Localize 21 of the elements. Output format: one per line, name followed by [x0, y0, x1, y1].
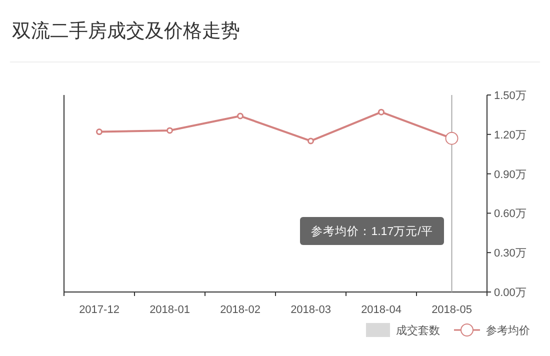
point	[237, 112, 244, 120]
x-tick-label: 2018-03	[290, 304, 331, 316]
legend-label: 参考均价	[486, 324, 530, 337]
x-tick-label: 2017-12	[79, 304, 120, 316]
y-tick-label: 0.30万	[494, 248, 526, 260]
x-tick-label: 2018-01	[150, 304, 190, 316]
y-tick-label: 1.50万	[494, 90, 526, 102]
point	[96, 128, 102, 136]
x-tick-label: 2018-04	[361, 304, 402, 316]
point	[166, 127, 173, 134]
y-tick-label: 0.60万	[494, 208, 526, 220]
x-tick-label: 2018-02	[220, 304, 260, 316]
annotation: 参考均价：1.17万元/平	[311, 225, 433, 238]
x-tick-label: 2018-05	[432, 304, 472, 316]
y-tick-label: 1.20万	[494, 129, 526, 142]
y-tick-label: 0.90万	[494, 168, 526, 181]
legend-label: 成交套数	[396, 324, 440, 337]
chart-title: 双流二手房成交及价格走势	[12, 20, 240, 42]
point	[378, 108, 384, 116]
y-tick-label: 0.00万	[494, 287, 526, 299]
point	[308, 138, 314, 144]
